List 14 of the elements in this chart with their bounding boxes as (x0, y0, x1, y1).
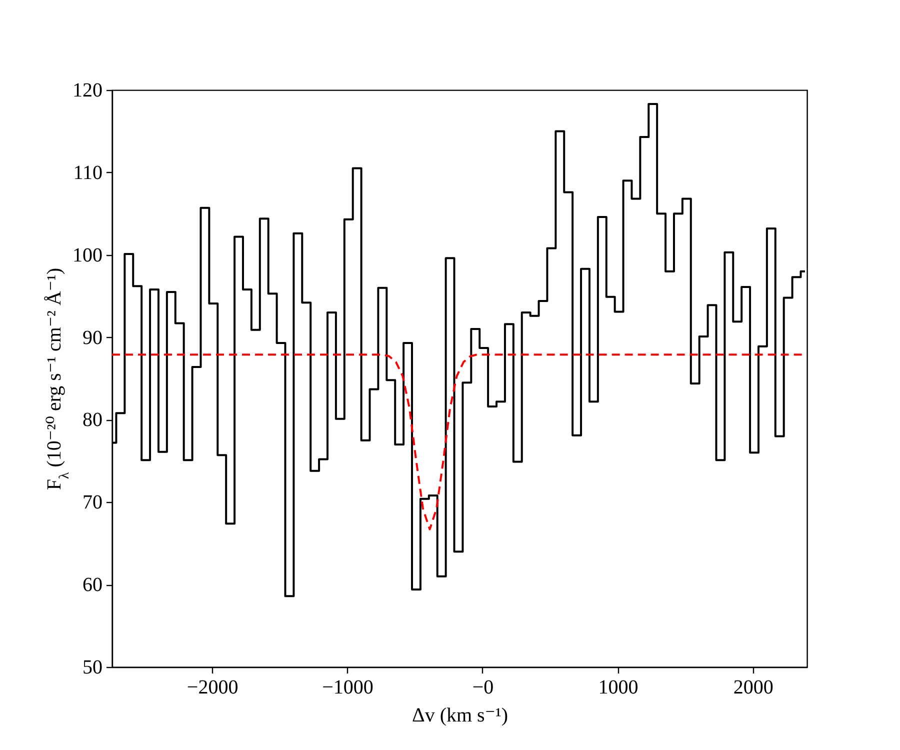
x-axis-title: Δv (km s⁻¹) (412, 704, 508, 726)
x-tick-label: 2000 (733, 676, 774, 698)
x-tick-label: 1000 (598, 676, 638, 698)
y-tick-label: 120 (72, 80, 102, 102)
y-tick-label: 90 (82, 326, 102, 349)
y-tick-label: 70 (82, 492, 102, 514)
y-tick-label: 100 (72, 244, 102, 266)
x-tick-label: −0 (472, 676, 494, 698)
y-tick-label: 50 (82, 656, 102, 678)
y-tick-label: 110 (73, 162, 102, 184)
x-tick-label: −2000 (186, 676, 238, 698)
x-tick-label: −1000 (322, 676, 374, 698)
y-tick-label: 80 (82, 409, 102, 432)
y-tick-label: 60 (82, 574, 102, 596)
